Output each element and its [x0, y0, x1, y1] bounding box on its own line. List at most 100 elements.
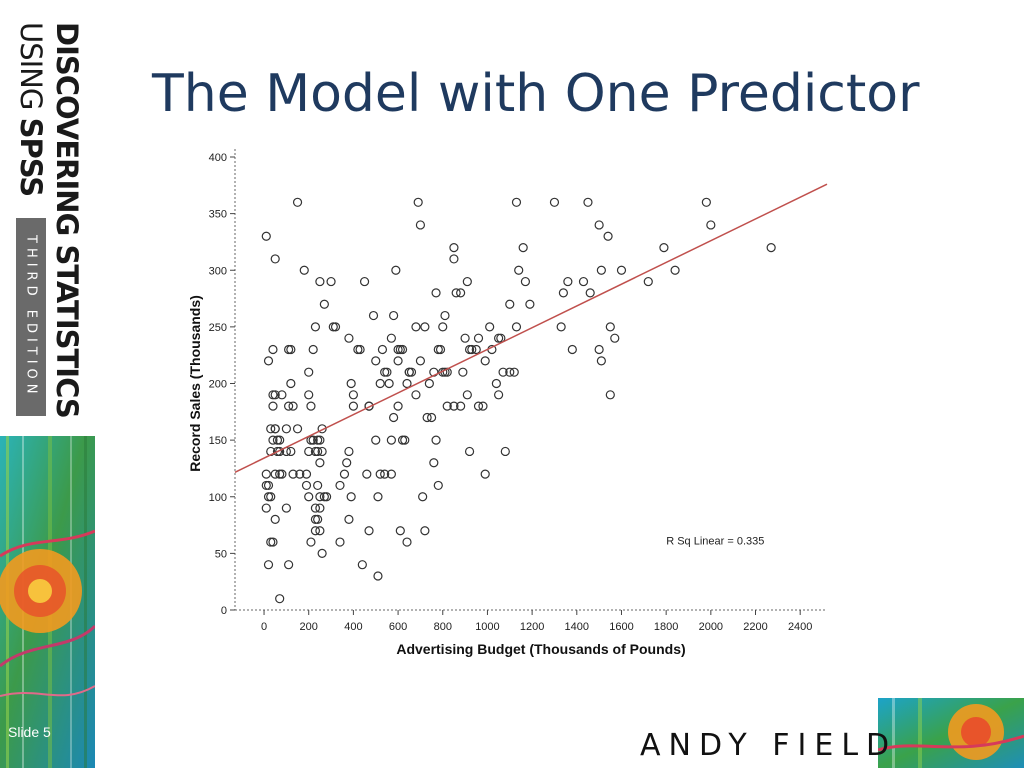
data-point [288, 401, 298, 411]
data-point [299, 265, 309, 275]
cover-art-right [878, 698, 1024, 768]
author-name: ANDY FIELD [640, 728, 898, 763]
data-point [505, 299, 515, 309]
data-point [380, 367, 390, 377]
data-point [330, 322, 341, 332]
data-point [275, 435, 285, 445]
data-point [384, 378, 394, 389]
data-point [346, 492, 356, 502]
x-tick-label: 1200 [520, 621, 544, 633]
data-point [326, 276, 336, 287]
data-point [373, 571, 383, 581]
data-point [471, 344, 481, 355]
x-tick-label: 2200 [743, 621, 767, 633]
branding-spss: SPSS [14, 117, 48, 197]
data-point [286, 344, 296, 355]
data-point [518, 242, 528, 253]
data-point [308, 435, 318, 445]
data-point [284, 560, 294, 570]
data-point [433, 480, 443, 491]
data-point [310, 503, 321, 513]
data-point [431, 435, 441, 445]
data-point [270, 254, 280, 264]
data-point [389, 310, 399, 321]
data-point [386, 435, 396, 445]
data-point [277, 390, 287, 400]
scatter-chart: 0 50 100 150 200 250 300 350 400 0 200 400 600 800 100… [187, 149, 828, 657]
data-point [348, 390, 358, 400]
x-tick-label: 1800 [654, 621, 678, 633]
data-point [596, 356, 606, 366]
data-point [306, 401, 316, 411]
data-point [357, 560, 367, 570]
data-point [295, 469, 305, 479]
data-point [270, 424, 280, 434]
data-point [549, 197, 560, 207]
data-point [594, 344, 604, 355]
data-point [643, 276, 653, 287]
data-point [364, 401, 374, 411]
data-point [268, 401, 278, 411]
data-point [485, 322, 495, 332]
data-point [411, 322, 421, 332]
data-point [380, 469, 390, 479]
data-point [270, 390, 280, 400]
data-point [335, 537, 345, 547]
data-point [304, 446, 314, 457]
data-point [458, 367, 468, 377]
data-point [368, 310, 379, 321]
x-tick-label: 1400 [565, 621, 589, 633]
data-point [313, 514, 323, 524]
r-squared-annotation: R Sq Linear = 0.335 [666, 535, 764, 547]
data-point [525, 299, 535, 309]
data-point [596, 265, 606, 275]
data-point [456, 401, 466, 411]
data-point [478, 401, 488, 411]
x-tick-label: 1600 [609, 621, 633, 633]
data-point [431, 288, 441, 298]
data-point [286, 378, 296, 389]
data-point [339, 469, 350, 479]
data-point [301, 469, 312, 479]
data-point [261, 503, 271, 513]
data-point [266, 492, 276, 502]
data-point [277, 469, 287, 479]
x-tick-label: 400 [344, 621, 362, 633]
y-tick-label: 0 [221, 605, 227, 617]
data-point [315, 526, 325, 536]
chart-ticks: 0 50 100 150 200 250 300 350 400 0 200 400 600 800 100… [209, 152, 813, 633]
data-point [456, 288, 466, 298]
data-point [402, 537, 412, 547]
data-point [420, 322, 430, 332]
data-point [460, 333, 470, 343]
data-point [321, 492, 332, 502]
data-point [438, 322, 448, 332]
data-point [355, 344, 365, 355]
data-point [389, 412, 399, 423]
y-tick-label: 100 [209, 492, 227, 504]
data-point [449, 242, 459, 253]
data-point [310, 322, 321, 332]
data-point [616, 265, 627, 275]
data-point [342, 458, 352, 468]
x-tick-label: 1000 [475, 621, 499, 633]
data-point [310, 526, 321, 536]
data-point [442, 401, 452, 411]
x-tick-label: 600 [389, 621, 407, 633]
edition-badge: THIRD EDITION [16, 218, 46, 416]
y-tick-label: 350 [209, 209, 227, 221]
data-point [558, 288, 568, 298]
data-point [578, 276, 589, 287]
data-point [268, 537, 278, 547]
data-point [462, 390, 472, 400]
y-tick-label: 400 [209, 152, 227, 164]
data-point [520, 276, 531, 287]
data-point [304, 367, 314, 377]
data-point [435, 344, 446, 355]
data-point [462, 276, 472, 287]
x-tick-label: 800 [434, 621, 452, 633]
data-point [286, 446, 296, 457]
data-point [362, 469, 372, 479]
data-point [404, 367, 414, 377]
data-point [268, 344, 278, 355]
